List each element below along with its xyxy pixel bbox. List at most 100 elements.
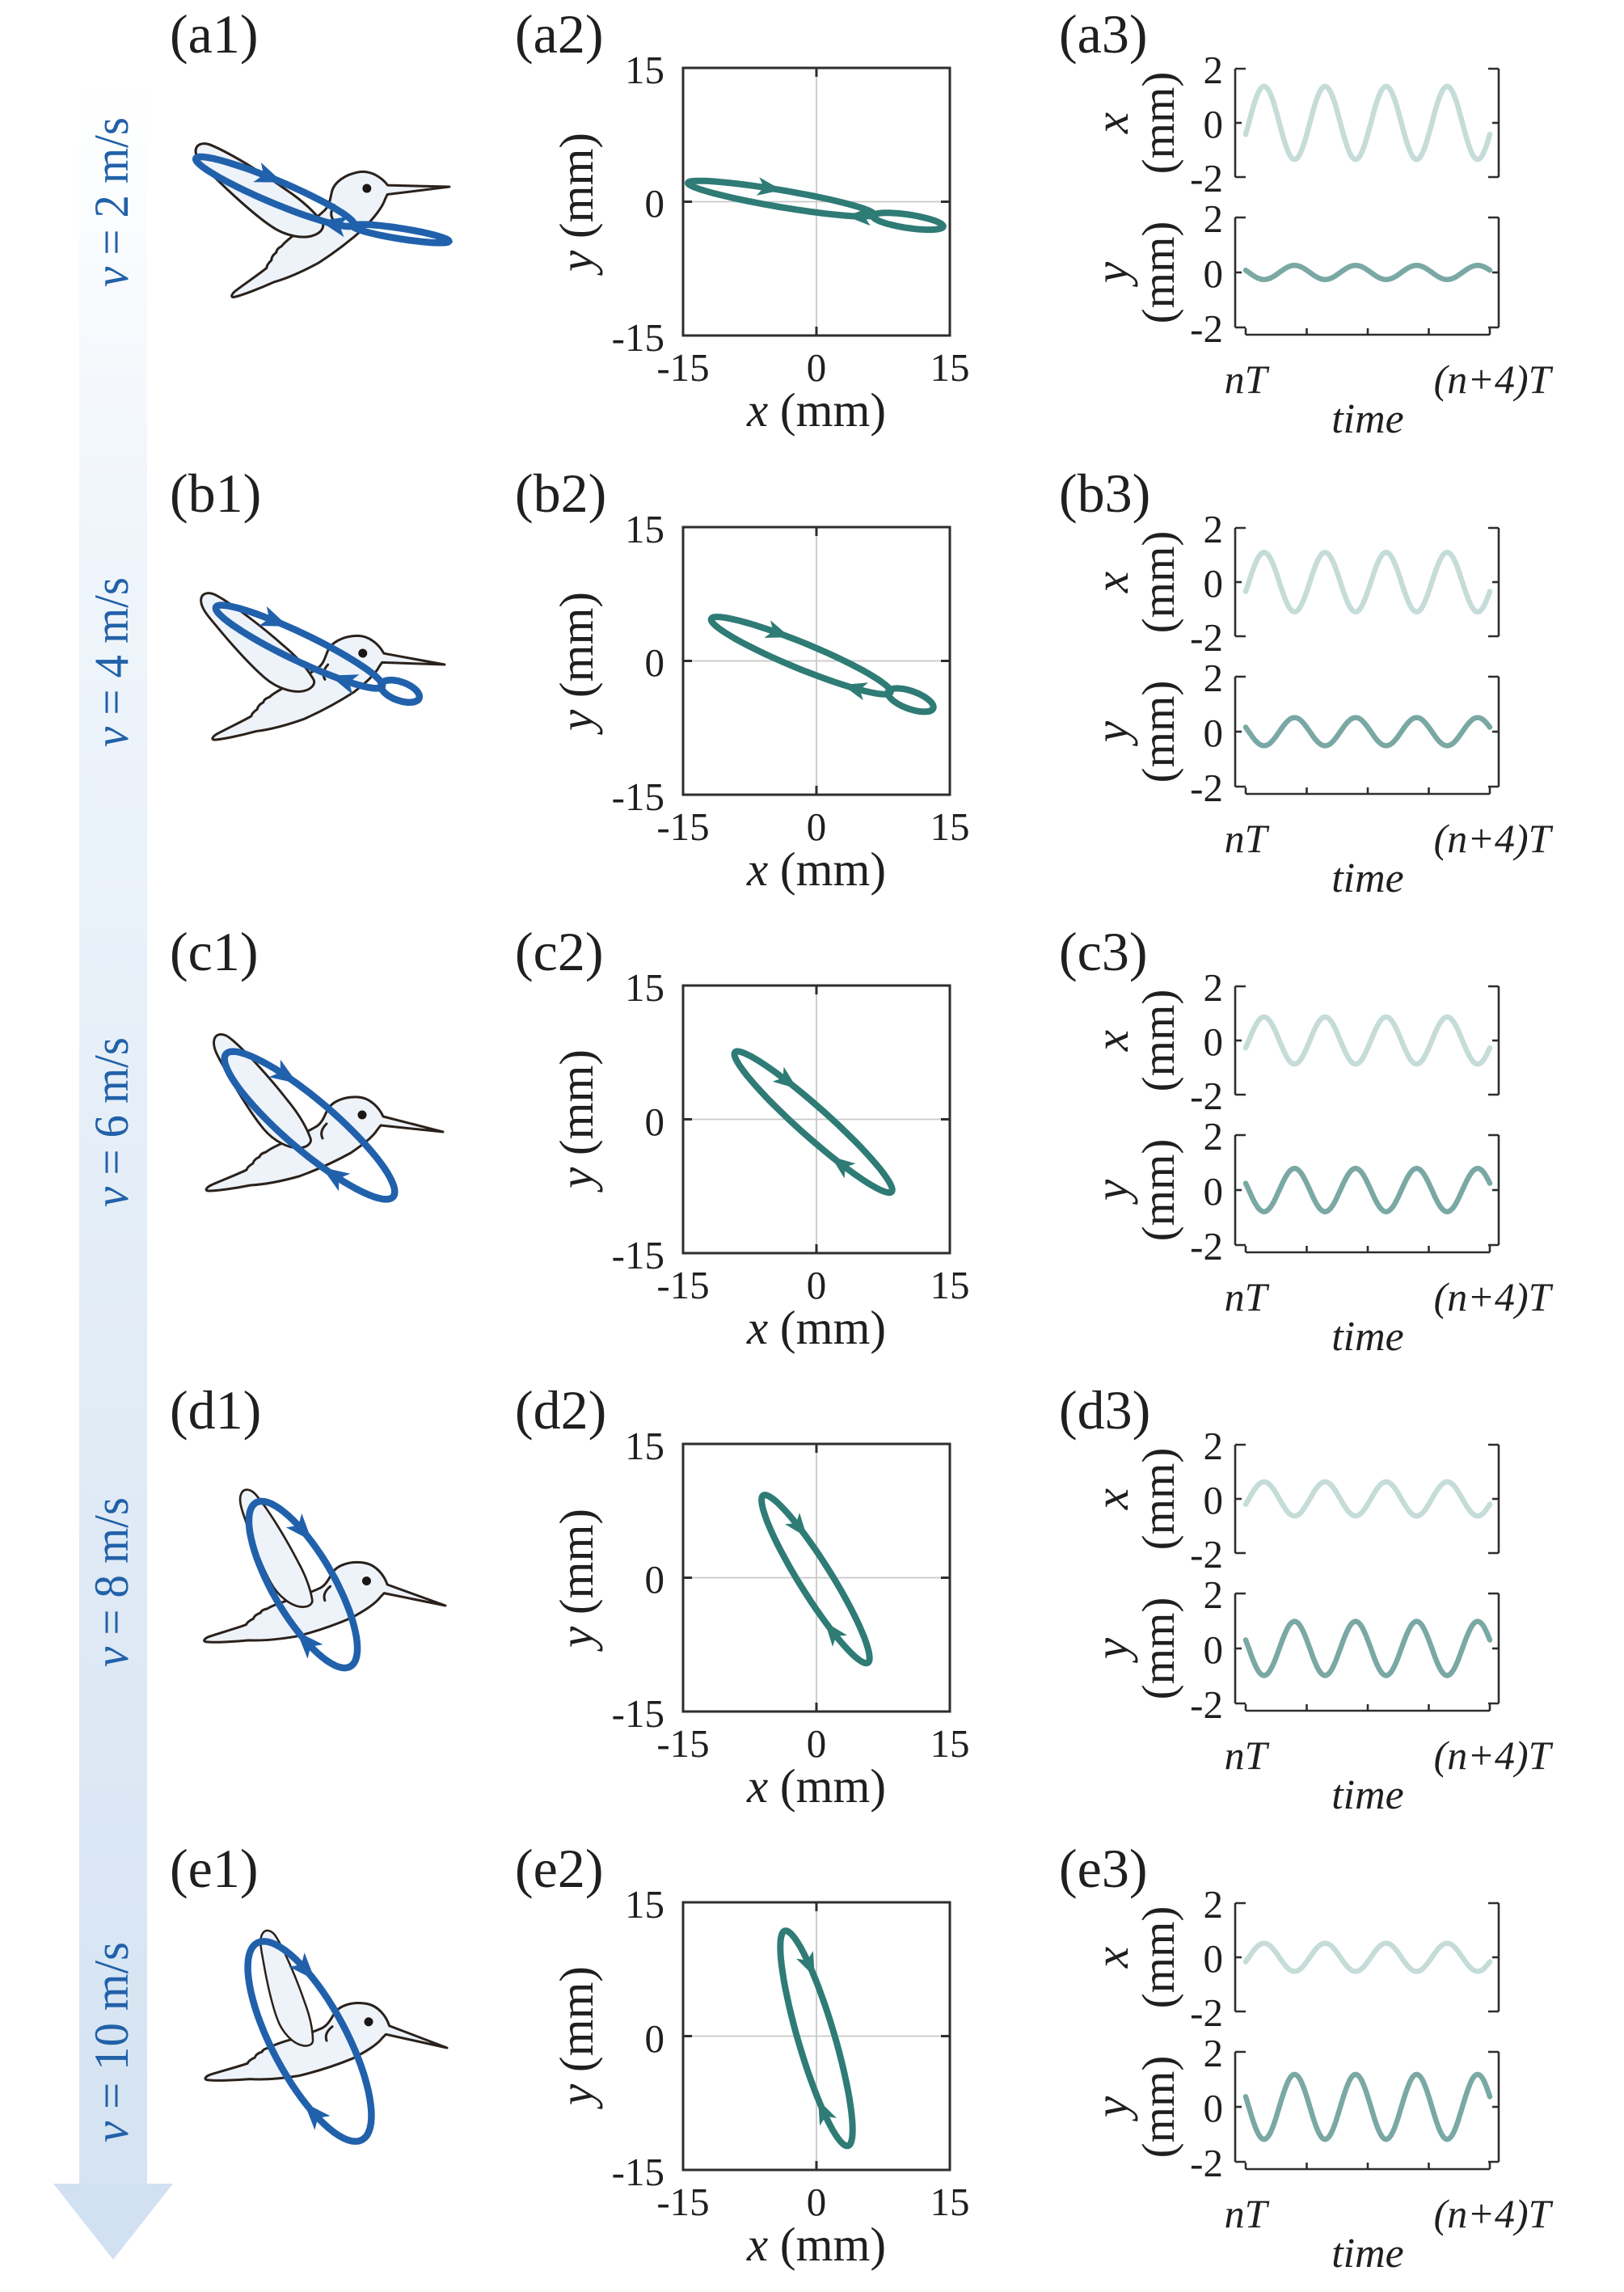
svg-text:y: y [1085,720,1138,746]
svg-text:nT: nT [1225,1733,1270,1778]
svg-text:0: 0 [645,1557,665,1602]
svg-text:0: 0 [1204,1936,1224,1981]
svg-text:0: 0 [1204,711,1224,755]
svg-text:(mm): (mm) [1133,1139,1184,1242]
svg-text:2: 2 [1204,196,1224,241]
svg-text:(n+4)T: (n+4)T [1434,1274,1554,1319]
svg-text:2: 2 [1204,2031,1224,2075]
svg-text:2: 2 [1204,1572,1224,1617]
svg-text:(a2): (a2) [515,3,603,65]
svg-text:(d2): (d2) [515,1379,606,1441]
svg-text:v = 10 m/s: v = 10 m/s [85,1942,138,2142]
svg-text:(n+4)T: (n+4)T [1434,357,1554,402]
svg-text:x (mm): x (mm) [746,2218,886,2271]
svg-text:2: 2 [1204,656,1224,700]
svg-text:y: y [1085,1179,1138,1205]
svg-text:15: 15 [930,1263,970,1307]
svg-text:x: x [1085,1947,1138,1969]
svg-text:y (mm): y (mm) [550,133,603,276]
svg-text:15: 15 [930,345,970,390]
svg-text:2: 2 [1204,1424,1224,1468]
svg-text:(mm): (mm) [1133,1598,1184,1700]
svg-text:-15: -15 [612,775,664,819]
svg-text:nT: nT [1225,357,1270,402]
svg-text:0: 0 [1204,2086,1224,2130]
svg-text:-15: -15 [656,2180,709,2224]
svg-text:x: x [1085,572,1138,593]
svg-text:y (mm): y (mm) [550,1509,603,1652]
svg-text:v = 8 m/s: v = 8 m/s [85,1497,138,1667]
svg-text:(d3): (d3) [1059,1379,1150,1441]
svg-text:x: x [1085,112,1138,134]
svg-text:v = 4 m/s: v = 4 m/s [85,577,138,747]
svg-text:time: time [1331,855,1404,901]
svg-text:(b1): (b1) [170,462,261,524]
svg-text:2: 2 [1204,965,1224,1010]
svg-text:time: time [1331,1314,1404,1360]
svg-text:x: x [1085,1030,1138,1052]
svg-text:-15: -15 [656,1263,709,1307]
svg-text:(e2): (e2) [515,1838,603,1899]
svg-text:2: 2 [1204,507,1224,551]
svg-text:15: 15 [625,48,664,92]
svg-text:15: 15 [625,1882,664,1927]
svg-text:15: 15 [930,2180,970,2224]
svg-text:nT: nT [1225,1274,1270,1319]
svg-text:(c1): (c1) [170,921,258,982]
svg-text:(mm): (mm) [1133,681,1184,783]
svg-text:y: y [1085,2096,1138,2121]
svg-text:(b2): (b2) [515,462,606,524]
svg-text:x (mm): x (mm) [746,842,886,896]
svg-text:-2: -2 [1190,615,1223,660]
svg-text:time: time [1331,2231,1404,2277]
svg-text:-2: -2 [1190,1532,1223,1577]
svg-text:(a1): (a1) [170,3,258,65]
svg-text:(c3): (c3) [1059,921,1147,982]
svg-text:v = 6 m/s: v = 6 m/s [85,1037,138,1207]
svg-text:0: 0 [807,1721,827,1766]
svg-text:-2: -2 [1190,1074,1223,1118]
svg-text:x (mm): x (mm) [746,383,886,437]
svg-text:(c2): (c2) [515,921,603,982]
svg-text:15: 15 [625,965,664,1010]
svg-text:-15: -15 [656,1721,709,1766]
svg-text:0: 0 [645,1100,665,1144]
svg-text:(n+4)T: (n+4)T [1434,1733,1554,1778]
svg-text:-15: -15 [612,315,664,360]
svg-text:-15: -15 [656,345,709,390]
svg-text:0: 0 [1204,1627,1224,1672]
svg-text:-2: -2 [1190,1224,1223,1268]
svg-text:-15: -15 [612,1691,664,1736]
svg-text:0: 0 [1204,1478,1224,1522]
svg-text:(n+4)T: (n+4)T [1434,816,1554,861]
svg-text:15: 15 [625,507,664,551]
svg-text:15: 15 [930,1721,970,1766]
svg-text:0: 0 [645,640,665,685]
svg-text:(e1): (e1) [170,1838,258,1899]
svg-text:0: 0 [645,181,665,226]
svg-text:(a3): (a3) [1059,3,1147,65]
svg-text:nT: nT [1225,816,1270,861]
svg-text:y: y [1085,261,1138,287]
svg-text:y: y [1085,1637,1138,1663]
svg-text:0: 0 [1204,561,1224,606]
svg-text:(mm): (mm) [1133,72,1184,175]
svg-text:y (mm): y (mm) [550,1966,603,2109]
svg-text:0: 0 [1204,251,1224,296]
svg-text:0: 0 [807,2180,827,2224]
svg-text:0: 0 [807,345,827,390]
svg-text:(mm): (mm) [1133,2056,1184,2159]
svg-text:0: 0 [1204,1019,1224,1064]
svg-text:0: 0 [807,804,827,849]
svg-text:2: 2 [1204,1882,1224,1927]
svg-text:(d1): (d1) [170,1379,261,1441]
svg-text:(mm): (mm) [1133,1448,1184,1551]
svg-text:-2: -2 [1190,1682,1223,1727]
svg-text:nT: nT [1225,2191,1270,2236]
svg-text:0: 0 [645,2016,665,2061]
svg-text:(b3): (b3) [1059,462,1150,524]
svg-text:(mm): (mm) [1133,531,1184,634]
svg-text:-2: -2 [1190,306,1223,351]
svg-text:(mm): (mm) [1133,990,1184,1092]
svg-text:-2: -2 [1190,766,1223,810]
